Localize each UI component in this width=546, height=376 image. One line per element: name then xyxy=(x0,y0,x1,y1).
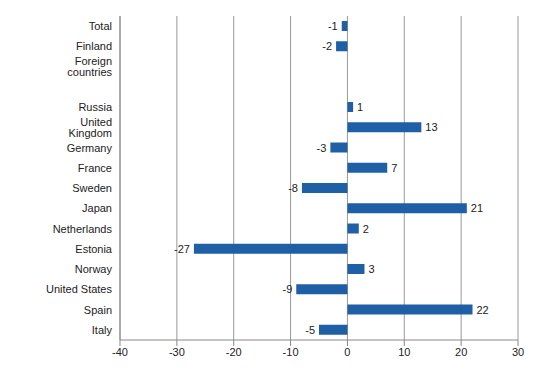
svg-text:-5: -5 xyxy=(305,324,315,336)
svg-text:21: 21 xyxy=(471,202,483,214)
svg-text:-30: -30 xyxy=(169,346,185,358)
svg-text:-10: -10 xyxy=(283,346,299,358)
svg-text:-20: -20 xyxy=(226,346,242,358)
svg-text:-9: -9 xyxy=(282,283,292,295)
svg-text:UnitedKingdom: UnitedKingdom xyxy=(69,116,112,139)
svg-text:Italy: Italy xyxy=(92,324,113,336)
svg-text:3: 3 xyxy=(368,263,374,275)
svg-text:Spain: Spain xyxy=(84,304,112,316)
svg-text:Netherlands: Netherlands xyxy=(53,223,113,235)
svg-text:20: 20 xyxy=(455,346,467,358)
svg-text:-40: -40 xyxy=(112,346,128,358)
svg-text:Finland: Finland xyxy=(76,40,112,52)
svg-text:22: 22 xyxy=(477,304,489,316)
svg-text:-1: -1 xyxy=(328,20,338,32)
svg-text:-2: -2 xyxy=(322,40,332,52)
svg-text:0: 0 xyxy=(344,346,350,358)
svg-text:Germany: Germany xyxy=(67,142,113,154)
svg-text:Estonia: Estonia xyxy=(75,243,113,255)
svg-text:-3: -3 xyxy=(317,142,327,154)
svg-text:-27: -27 xyxy=(174,243,190,255)
svg-text:Japan: Japan xyxy=(82,202,112,214)
svg-text:10: 10 xyxy=(398,346,410,358)
svg-text:13: 13 xyxy=(425,121,437,133)
svg-text:7: 7 xyxy=(391,162,397,174)
svg-text:2: 2 xyxy=(363,223,369,235)
svg-text:Total: Total xyxy=(89,20,112,32)
svg-text:Norway: Norway xyxy=(75,263,113,275)
svg-text:Sweden: Sweden xyxy=(72,182,112,194)
svg-text:1: 1 xyxy=(357,101,363,113)
svg-text:30: 30 xyxy=(512,346,524,358)
svg-text:-8: -8 xyxy=(288,182,298,194)
svg-text:France: France xyxy=(78,162,112,174)
svg-text:Russia: Russia xyxy=(78,101,113,113)
svg-text:Foreigncountries: Foreigncountries xyxy=(67,55,112,78)
svg-text:United States: United States xyxy=(46,283,113,295)
